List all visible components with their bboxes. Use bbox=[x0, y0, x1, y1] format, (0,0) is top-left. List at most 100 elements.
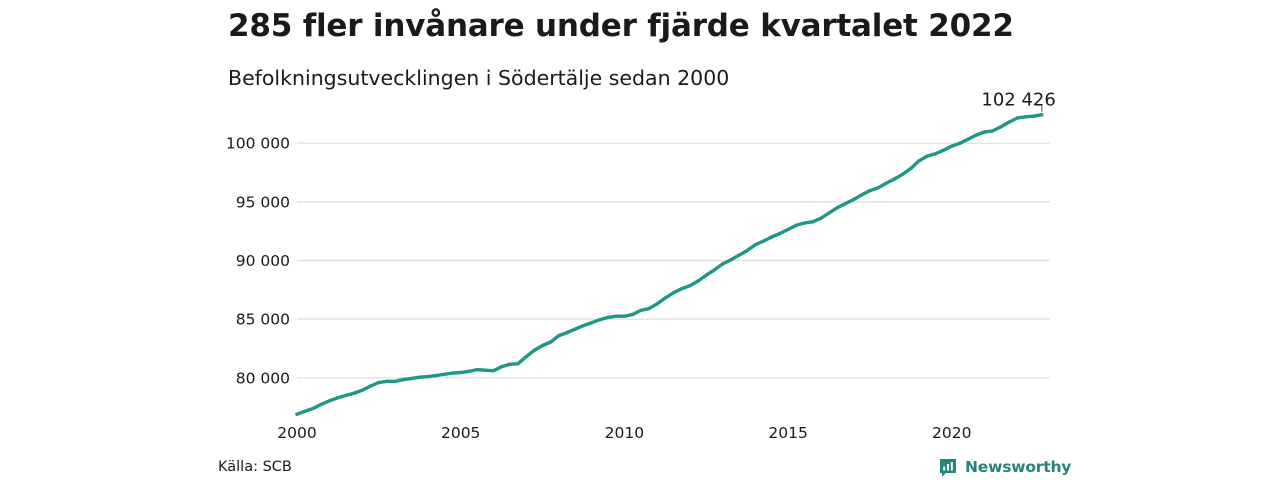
data-point bbox=[573, 327, 577, 331]
data-point bbox=[860, 193, 864, 197]
data-point bbox=[467, 369, 471, 374]
data-point bbox=[999, 125, 1003, 129]
data-point bbox=[369, 384, 373, 388]
data-point bbox=[876, 186, 880, 190]
x-tick-label: 2000 bbox=[277, 424, 316, 442]
data-point bbox=[450, 371, 455, 375]
y-axis-ticks: 80 000 85 000 90 000 95 000 100 000 bbox=[226, 135, 290, 388]
data-point bbox=[565, 330, 569, 335]
x-tick-label: 2005 bbox=[441, 424, 480, 442]
grid-lines bbox=[297, 142, 1050, 379]
data-point bbox=[459, 370, 463, 375]
x-tick-label: 2010 bbox=[605, 424, 644, 442]
data-point bbox=[336, 396, 340, 400]
data-point bbox=[540, 343, 545, 348]
data-point bbox=[532, 348, 537, 352]
data-point bbox=[352, 391, 356, 395]
data-point bbox=[761, 239, 766, 243]
data-point bbox=[319, 402, 324, 406]
data-point bbox=[901, 172, 905, 176]
data-point bbox=[745, 248, 749, 253]
data-point bbox=[622, 314, 627, 318]
data-point bbox=[491, 369, 496, 373]
data-point bbox=[409, 376, 414, 381]
data-point bbox=[884, 181, 888, 185]
data-point bbox=[663, 296, 667, 300]
annotation-layer: 102 426 bbox=[981, 90, 1056, 112]
data-point bbox=[549, 340, 553, 344]
data-point bbox=[778, 231, 782, 236]
data-point bbox=[753, 243, 757, 247]
y-tick-label: 85 000 bbox=[236, 311, 290, 329]
data-point bbox=[688, 284, 692, 288]
data-point bbox=[516, 362, 520, 366]
y-tick-label: 100 000 bbox=[226, 135, 290, 153]
data-point bbox=[810, 220, 815, 224]
data-point bbox=[770, 235, 774, 239]
data-point bbox=[835, 206, 839, 210]
data-point bbox=[696, 279, 700, 283]
chart-title: 285 fler invånare under fjärde kvartalet… bbox=[228, 8, 1014, 44]
x-axis-ticks: 2000 2005 2010 2015 2020 bbox=[277, 424, 971, 442]
data-point bbox=[712, 268, 717, 272]
data-point bbox=[974, 133, 978, 137]
x-tick-label: 2015 bbox=[768, 424, 807, 442]
data-point bbox=[614, 314, 618, 318]
data-point bbox=[819, 216, 823, 220]
data-point bbox=[802, 221, 807, 225]
data-point bbox=[991, 129, 995, 133]
data-point bbox=[508, 362, 512, 366]
data-point bbox=[598, 318, 602, 322]
data-point bbox=[360, 388, 365, 392]
brand-logo[interactable]: Newsworthy bbox=[938, 456, 1071, 478]
data-point bbox=[393, 379, 397, 383]
y-tick-label: 95 000 bbox=[236, 193, 290, 211]
data-point bbox=[933, 152, 938, 156]
data-point bbox=[295, 412, 299, 416]
data-point bbox=[434, 373, 438, 378]
series-line-0 bbox=[295, 112, 1044, 416]
x-tick-label: 2020 bbox=[932, 424, 971, 442]
data-point bbox=[720, 262, 725, 266]
data-point bbox=[892, 177, 897, 181]
data-point bbox=[606, 315, 610, 320]
data-point bbox=[917, 159, 921, 163]
data-point bbox=[655, 302, 659, 306]
data-point bbox=[1007, 120, 1011, 124]
source-note: Källa: SCB bbox=[218, 459, 292, 475]
data-point bbox=[401, 377, 406, 382]
data-point bbox=[1023, 115, 1028, 119]
data-point bbox=[639, 308, 643, 313]
data-point bbox=[418, 375, 422, 379]
data-point bbox=[483, 368, 487, 372]
data-point bbox=[737, 253, 741, 257]
data-point bbox=[303, 409, 307, 413]
data-point bbox=[499, 365, 504, 369]
data-point bbox=[581, 323, 586, 328]
data-point bbox=[704, 273, 708, 277]
data-point bbox=[647, 306, 651, 311]
data-point bbox=[827, 211, 831, 215]
data-point bbox=[941, 148, 946, 152]
data-point bbox=[1015, 116, 1019, 120]
data-point bbox=[377, 380, 381, 385]
data-point bbox=[909, 166, 913, 171]
data-point bbox=[524, 355, 528, 359]
data-point bbox=[557, 333, 561, 338]
data-point bbox=[794, 223, 798, 227]
data-point bbox=[1031, 114, 1036, 118]
chart-subtitle: Befolkningsutvecklingen i Södertälje sed… bbox=[228, 66, 730, 90]
end-value-label: 102 426 bbox=[981, 90, 1055, 111]
data-point bbox=[966, 137, 970, 141]
data-point bbox=[925, 154, 929, 158]
brand-name: Newsworthy bbox=[965, 458, 1072, 476]
data-point bbox=[729, 258, 733, 262]
data-point bbox=[630, 312, 635, 317]
data-point bbox=[328, 399, 332, 403]
data-point bbox=[344, 393, 348, 398]
data-point bbox=[958, 141, 962, 145]
data-point bbox=[385, 379, 389, 383]
data-point bbox=[680, 287, 684, 291]
data-point bbox=[311, 406, 316, 410]
